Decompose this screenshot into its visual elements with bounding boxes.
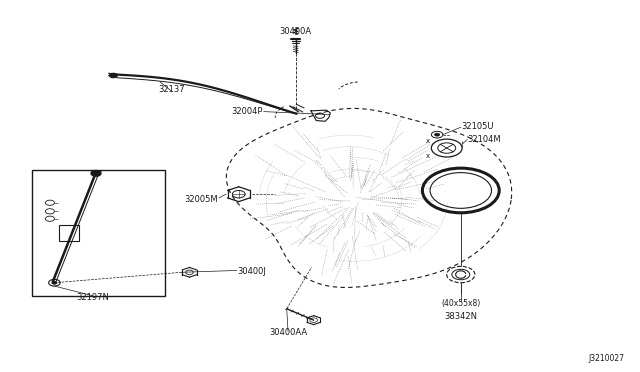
Text: x: x bbox=[426, 153, 429, 159]
Circle shape bbox=[52, 281, 57, 284]
Text: 30400AA: 30400AA bbox=[269, 328, 307, 337]
Circle shape bbox=[109, 73, 117, 78]
Text: J3210027: J3210027 bbox=[588, 355, 624, 363]
Text: 32005M: 32005M bbox=[184, 195, 218, 203]
Text: 32137: 32137 bbox=[158, 85, 185, 94]
Circle shape bbox=[435, 133, 440, 136]
Text: 32104M: 32104M bbox=[467, 135, 501, 144]
Text: 32197N: 32197N bbox=[76, 293, 109, 302]
Text: 30400J: 30400J bbox=[237, 267, 266, 276]
Bar bbox=[32, 170, 165, 296]
Text: 32004P: 32004P bbox=[231, 107, 262, 116]
Text: x: x bbox=[426, 138, 429, 144]
Text: 32105U: 32105U bbox=[461, 122, 493, 131]
Text: 38342N: 38342N bbox=[444, 312, 477, 321]
Circle shape bbox=[91, 170, 101, 176]
Bar bbox=[59, 225, 79, 241]
Text: 30400A: 30400A bbox=[280, 27, 312, 36]
Text: (40x55x8): (40x55x8) bbox=[441, 299, 481, 308]
